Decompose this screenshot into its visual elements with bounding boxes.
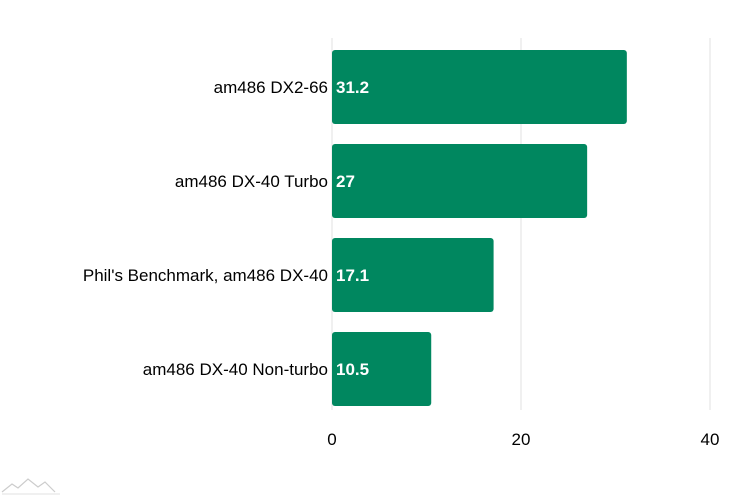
bar-value-label: 27 [336, 172, 355, 191]
x-tick-label: 40 [701, 430, 720, 449]
bar-value-label: 31.2 [336, 78, 369, 97]
bar [332, 144, 588, 218]
x-tick-label: 20 [512, 430, 531, 449]
category-label: am486 DX-40 Turbo [175, 172, 328, 191]
x-axis-ticks: 0 20 40 [327, 430, 719, 449]
category-label: am486 DX-40 Non-turbo [143, 360, 328, 379]
category-labels: am486 DX2-66 am486 DX-40 Turbo Phil's Benc… [83, 78, 328, 379]
bar [332, 332, 432, 406]
bars: 31.2 27 17.1 10.5 [332, 50, 627, 406]
category-label: Phil's Benchmark, am486 DX-40 [83, 266, 328, 285]
bar [332, 50, 627, 124]
mountain-logo-icon [1, 478, 60, 495]
bar-value-label: 17.1 [336, 266, 369, 285]
bar-value-label: 10.5 [336, 360, 369, 379]
category-label: am486 DX2-66 [214, 78, 328, 97]
x-tick-label: 0 [327, 430, 336, 449]
bar [332, 238, 494, 312]
